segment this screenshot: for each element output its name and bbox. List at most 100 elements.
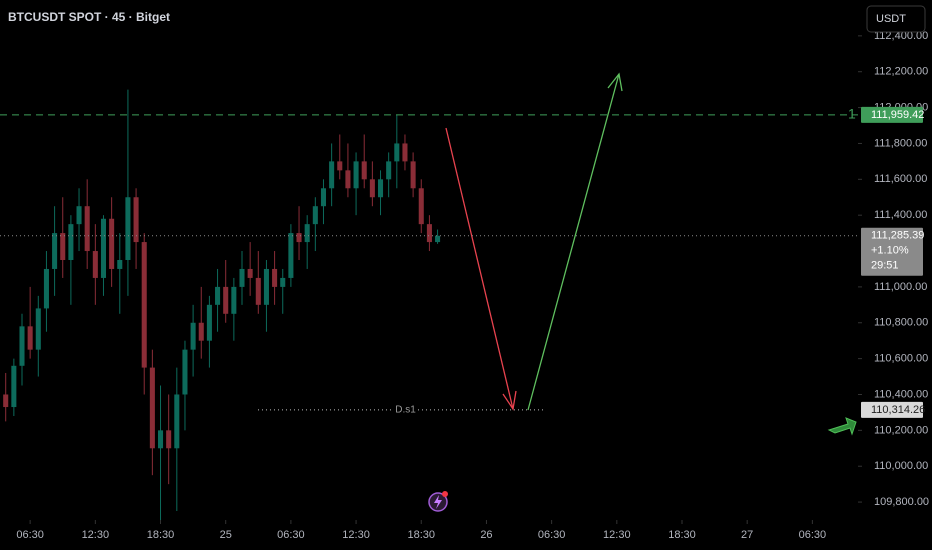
x-tick-label: 06:30 bbox=[16, 529, 44, 541]
x-tick-label: 12:30 bbox=[342, 529, 370, 541]
candle-body bbox=[92, 251, 98, 278]
x-tick-label: 18:30 bbox=[668, 529, 696, 541]
price-level-tag: 1 bbox=[848, 106, 856, 122]
candle-body bbox=[288, 233, 294, 278]
green-arrow bbox=[527, 72, 623, 411]
candle-body bbox=[19, 326, 25, 366]
x-tick-label: 12:30 bbox=[82, 529, 110, 541]
candle-body bbox=[312, 206, 318, 225]
candle-body bbox=[329, 161, 335, 189]
candle-body bbox=[345, 170, 351, 189]
trend-icon bbox=[827, 417, 857, 436]
price-level-box bbox=[861, 227, 923, 276]
candle-body bbox=[3, 394, 9, 408]
x-tick-label: 18:30 bbox=[407, 529, 435, 541]
y-tick-label: 111,600.00 bbox=[874, 173, 927, 185]
candle-body bbox=[11, 365, 17, 408]
candle-body bbox=[52, 233, 58, 269]
x-tick-label: 12:30 bbox=[603, 529, 631, 541]
candle-body bbox=[386, 161, 392, 180]
price-level-label: 111,285.39 bbox=[871, 230, 924, 242]
candle-body bbox=[426, 224, 432, 243]
candle-body bbox=[68, 224, 74, 260]
candle-body bbox=[223, 286, 229, 314]
alert-icon bbox=[428, 491, 448, 512]
red-arrow bbox=[445, 127, 517, 411]
candle-body bbox=[263, 268, 269, 305]
price-level-label: 110,314.26 bbox=[871, 404, 925, 416]
candle-body bbox=[76, 206, 82, 225]
candle-body bbox=[60, 233, 66, 260]
y-tick-label: 111,800.00 bbox=[874, 137, 927, 149]
candle-body bbox=[304, 224, 310, 243]
candle-body bbox=[182, 349, 188, 395]
y-tick-label: 112,400.00 bbox=[874, 30, 928, 42]
y-tick-label: 111,000.00 bbox=[874, 281, 927, 293]
x-tick-label: 06:30 bbox=[538, 529, 566, 541]
candle-body bbox=[166, 430, 172, 449]
candle-body bbox=[109, 218, 115, 269]
candle-body bbox=[215, 286, 221, 305]
candle-body bbox=[35, 308, 41, 350]
candle-body bbox=[337, 161, 343, 171]
y-tick-label: 109,800.00 bbox=[874, 496, 929, 508]
y-tick-label: 110,000.00 bbox=[874, 460, 928, 472]
currency-button-label[interactable]: USDT bbox=[876, 13, 906, 25]
candle-body bbox=[174, 394, 180, 449]
chart-title: BTCUSDT SPOT · 45 · Bitget bbox=[8, 10, 170, 24]
price-level-box bbox=[861, 401, 923, 418]
candle-body bbox=[377, 179, 384, 198]
candle-body bbox=[296, 233, 302, 243]
candle-body bbox=[394, 143, 400, 162]
candle-body bbox=[43, 268, 49, 309]
candle-body bbox=[133, 197, 139, 243]
candle-body bbox=[100, 218, 107, 278]
x-tick-label: 26 bbox=[480, 529, 492, 541]
level-name: D.s1 bbox=[395, 404, 416, 415]
candle-body bbox=[402, 143, 408, 162]
y-tick-label: 110,600.00 bbox=[874, 353, 928, 365]
candle-body bbox=[206, 304, 212, 341]
candle-body bbox=[141, 242, 147, 368]
y-tick-label: 110,800.00 bbox=[874, 317, 928, 329]
price-level-box bbox=[861, 106, 923, 123]
candle-body bbox=[410, 161, 416, 189]
x-tick-label: 06:30 bbox=[799, 529, 827, 541]
candle-body bbox=[239, 268, 245, 287]
candle-body bbox=[27, 326, 33, 350]
y-tick-label: 112,200.00 bbox=[874, 66, 928, 78]
x-tick-label: 27 bbox=[741, 529, 753, 541]
y-tick-label: 110,400.00 bbox=[874, 388, 928, 400]
x-tick-label: 06:30 bbox=[277, 529, 305, 541]
x-tick-label: 25 bbox=[220, 529, 232, 541]
currency-button[interactable] bbox=[866, 5, 926, 33]
y-tick-label: 110,200.00 bbox=[874, 424, 928, 436]
candle-body bbox=[125, 197, 131, 260]
candle-body bbox=[353, 161, 359, 189]
candle-body bbox=[361, 161, 367, 180]
candle-body bbox=[117, 260, 123, 269]
candle-body bbox=[255, 277, 261, 305]
candle-body bbox=[369, 179, 375, 198]
candle-body bbox=[280, 277, 286, 287]
x-tick-label: 18:30 bbox=[147, 529, 175, 541]
candle-body bbox=[190, 322, 196, 350]
price-countdown: 29:51 bbox=[871, 260, 899, 272]
candle-body bbox=[320, 188, 327, 207]
candle-body bbox=[198, 322, 204, 341]
candle-body bbox=[272, 268, 278, 287]
candle-body bbox=[231, 286, 237, 314]
candle-body bbox=[149, 367, 155, 449]
price-change: +1.10% bbox=[871, 245, 909, 257]
candle-body bbox=[157, 430, 164, 449]
candle-body bbox=[435, 235, 441, 243]
candle-body bbox=[84, 206, 90, 252]
price-level-label: 111,959.42 bbox=[871, 109, 924, 121]
candle-body bbox=[418, 188, 424, 225]
y-tick-label: 111,400.00 bbox=[874, 209, 927, 221]
candle-body bbox=[247, 268, 253, 278]
level-name-bg bbox=[393, 402, 418, 417]
